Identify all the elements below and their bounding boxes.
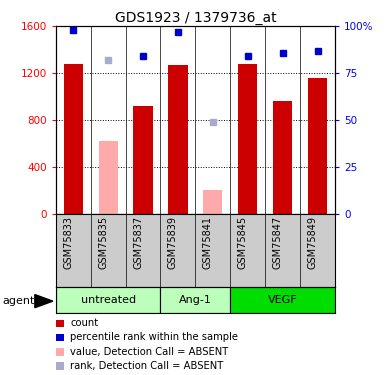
Text: GSM75845: GSM75845 [238, 216, 248, 269]
Bar [168, 65, 187, 214]
Text: percentile rank within the sample: percentile rank within the sample [70, 333, 238, 342]
Text: GSM75839: GSM75839 [168, 216, 178, 269]
Polygon shape [35, 295, 53, 307]
Text: untreated: untreated [80, 295, 136, 305]
Bar [56, 287, 161, 313]
Text: GSM75835: GSM75835 [98, 216, 108, 269]
Text: GSM75849: GSM75849 [308, 216, 318, 269]
Text: Ang-1: Ang-1 [179, 295, 212, 305]
Text: GSM75841: GSM75841 [203, 216, 213, 269]
Bar [99, 141, 118, 214]
Text: GSM75837: GSM75837 [133, 216, 143, 269]
Bar [134, 106, 152, 214]
Text: GSM75847: GSM75847 [273, 216, 283, 269]
Text: VEGF: VEGF [268, 295, 298, 305]
Text: count: count [70, 318, 98, 328]
Title: GDS1923 / 1379736_at: GDS1923 / 1379736_at [115, 11, 276, 25]
Bar [308, 78, 327, 214]
Bar [203, 190, 223, 214]
Bar [238, 64, 257, 214]
Text: GSM75833: GSM75833 [63, 216, 73, 269]
Bar [64, 64, 83, 214]
Bar [230, 287, 335, 313]
Text: value, Detection Call = ABSENT: value, Detection Call = ABSENT [70, 347, 228, 357]
Text: rank, Detection Call = ABSENT: rank, Detection Call = ABSENT [70, 361, 223, 371]
Bar [161, 287, 230, 313]
Bar [273, 101, 292, 214]
Text: agent: agent [2, 296, 34, 306]
